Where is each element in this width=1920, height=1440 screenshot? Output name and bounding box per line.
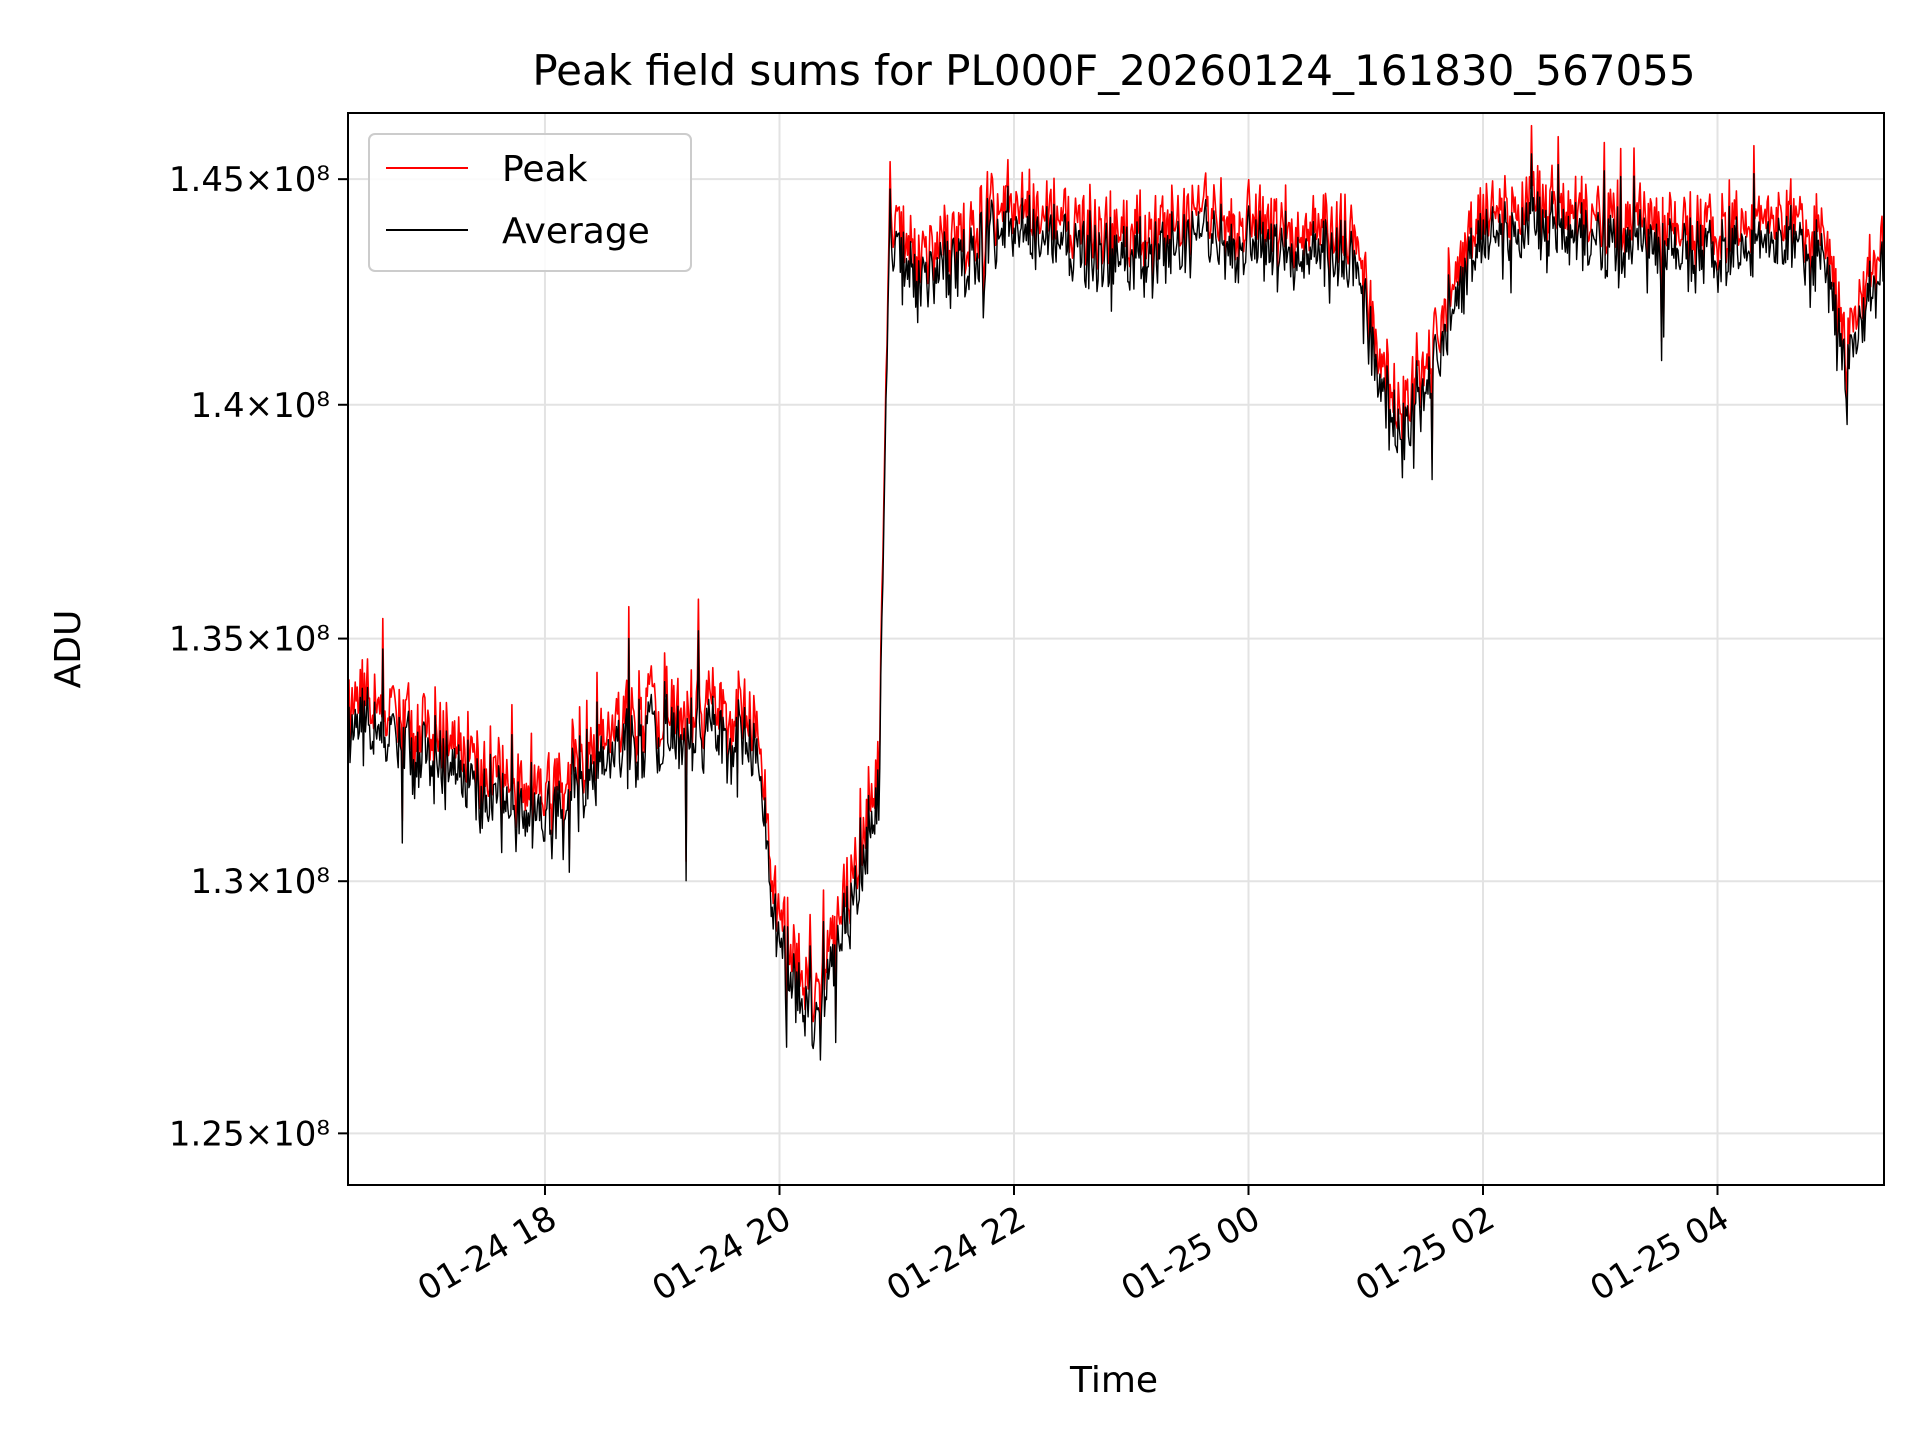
y-axis-label: ADU — [48, 610, 89, 689]
y-tick-label: 1.35×10⁸ — [169, 620, 330, 660]
plot-frame — [347, 112, 1885, 1186]
chart-title: Peak field sums for PL000F_20260124_1618… — [532, 46, 1695, 95]
series-line-peak — [348, 124, 1884, 1036]
y-tick-label: 1.3×10⁸ — [191, 862, 330, 902]
legend-average-label: Average — [502, 211, 650, 252]
legend: Peak Average — [368, 133, 692, 272]
y-tick-label: 1.25×10⁸ — [169, 1114, 330, 1154]
y-axis: 1.25×10⁸ 1.3×10⁸ 1.35×10⁸ 1.4×10⁸ 1.45×10⁸ — [169, 160, 348, 1154]
legend-peak-label: Peak — [502, 149, 588, 190]
x-axis-label: Time — [1069, 1360, 1158, 1401]
y-tick-label: 1.45×10⁸ — [169, 160, 330, 200]
series-line-average — [348, 153, 1884, 1061]
gridlines — [348, 113, 1884, 1185]
y-tick-label: 1.4×10⁸ — [191, 386, 330, 426]
plot-area — [348, 124, 1884, 1061]
